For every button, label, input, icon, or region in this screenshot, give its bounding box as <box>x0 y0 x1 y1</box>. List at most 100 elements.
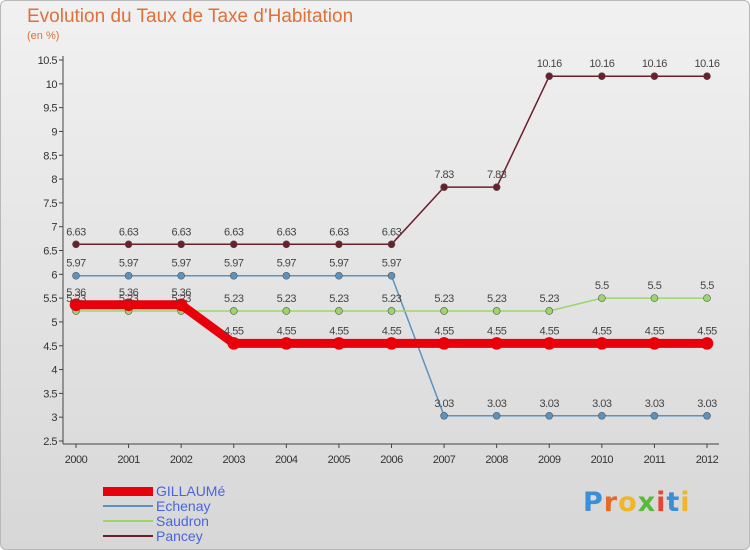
data-label: 4.55 <box>434 325 454 337</box>
data-label: 5.23 <box>434 293 454 305</box>
data-label: 5.23 <box>540 293 560 305</box>
proxiti-logo: Proxiti <box>583 487 691 518</box>
data-point <box>69 298 83 312</box>
data-label: 5.23 <box>171 293 191 305</box>
data-label: 10.16 <box>589 58 614 70</box>
data-point <box>490 337 503 350</box>
logo-letter: P <box>583 487 604 518</box>
x-tick-label: 2006 <box>380 454 403 466</box>
data-point <box>124 271 133 280</box>
y-tick-label: 7 <box>51 222 57 234</box>
data-point <box>387 271 396 280</box>
y-tick-label: 7.5 <box>43 198 57 210</box>
chart-title: Evolution du Taux de Taxe d'Habitation <box>27 6 354 27</box>
data-point <box>387 307 396 315</box>
x-tick-label: 2012 <box>696 454 719 466</box>
data-point <box>124 240 133 249</box>
data-label: 5.97 <box>66 258 86 270</box>
data-label: 3.03 <box>434 398 454 410</box>
data-label: 5.23 <box>382 293 402 305</box>
legend-label: Saudron <box>156 513 209 529</box>
data-point <box>545 411 554 420</box>
data-point <box>703 72 711 80</box>
data-label: 6.63 <box>119 226 139 238</box>
data-label: 5.36 <box>119 287 139 299</box>
y-tick-label: 8.5 <box>43 150 57 162</box>
x-tick-label: 2002 <box>170 454 193 466</box>
data-label: 5.97 <box>119 258 139 270</box>
y-tick-label: 6.5 <box>43 246 57 258</box>
data-point <box>650 411 659 420</box>
data-label: 6.63 <box>66 226 86 238</box>
data-label: 5.97 <box>382 258 402 270</box>
x-tick-label: 2001 <box>117 454 140 466</box>
data-label: 10.16 <box>537 58 562 70</box>
data-point <box>282 271 291 280</box>
y-tick-label: 3 <box>51 412 57 424</box>
data-point <box>703 411 711 420</box>
data-point <box>703 294 711 302</box>
data-point <box>229 240 238 249</box>
chart-subtitle: (en %) <box>27 30 60 42</box>
data-label: 5.23 <box>119 293 139 305</box>
data-point <box>229 307 238 315</box>
logo-letter: r <box>603 487 619 518</box>
data-point <box>440 307 448 315</box>
data-point <box>492 183 501 191</box>
data-point <box>227 337 241 350</box>
data-label: 4.55 <box>592 325 612 337</box>
data-label: 7.83 <box>434 169 454 181</box>
data-label: 3.03 <box>592 398 612 410</box>
data-label: 5.23 <box>224 293 244 305</box>
data-label: 4.55 <box>224 325 244 337</box>
data-point <box>492 307 501 315</box>
data-label: 4.55 <box>329 325 349 337</box>
data-label: 6.63 <box>277 226 297 238</box>
data-label: 3.03 <box>697 398 717 410</box>
logo-letter: x <box>637 487 657 518</box>
y-tick-label: 9.5 <box>43 103 57 115</box>
data-point <box>650 72 659 80</box>
data-point <box>598 294 606 302</box>
logo-letter: t <box>666 487 681 518</box>
data-label: 5.23 <box>277 293 297 305</box>
x-tick-label: 2003 <box>223 454 246 466</box>
x-tick-label: 2007 <box>433 454 456 466</box>
data-label: 10.16 <box>642 58 667 70</box>
data-label: 5.97 <box>277 258 297 270</box>
data-point <box>177 271 185 280</box>
data-point <box>282 307 291 315</box>
data-point <box>545 307 554 315</box>
data-point <box>282 240 291 249</box>
data-label: 5.36 <box>66 287 86 299</box>
x-tick-label: 2010 <box>591 454 614 466</box>
y-tick-label: 10 <box>46 79 58 91</box>
y-tick-label: 5 <box>51 317 57 329</box>
data-label: 4.55 <box>540 325 560 337</box>
y-tick-label: 2.5 <box>43 436 57 448</box>
data-label: 6.63 <box>329 226 349 238</box>
y-tick-label: 8 <box>51 174 57 186</box>
data-point <box>385 337 398 350</box>
data-label: 3.03 <box>540 398 560 410</box>
y-tick-label: 3.5 <box>43 388 57 400</box>
data-label: 4.55 <box>487 325 507 337</box>
logo-letter: o <box>618 487 638 518</box>
data-point <box>72 271 80 280</box>
data-point <box>280 337 293 350</box>
data-label: 6.63 <box>382 226 402 238</box>
x-tick-label: 2000 <box>65 454 88 466</box>
data-point <box>177 240 185 249</box>
data-label: 4.55 <box>697 325 717 337</box>
data-label: 10.16 <box>694 58 719 70</box>
data-label: 5.23 <box>487 293 507 305</box>
data-point <box>648 337 661 350</box>
data-label: 5.97 <box>171 258 191 270</box>
series-line <box>76 75 707 246</box>
y-tick-label: 4.5 <box>43 341 57 353</box>
data-label: 3.03 <box>645 398 665 410</box>
data-point <box>229 271 238 280</box>
data-label: 5.97 <box>329 258 349 270</box>
